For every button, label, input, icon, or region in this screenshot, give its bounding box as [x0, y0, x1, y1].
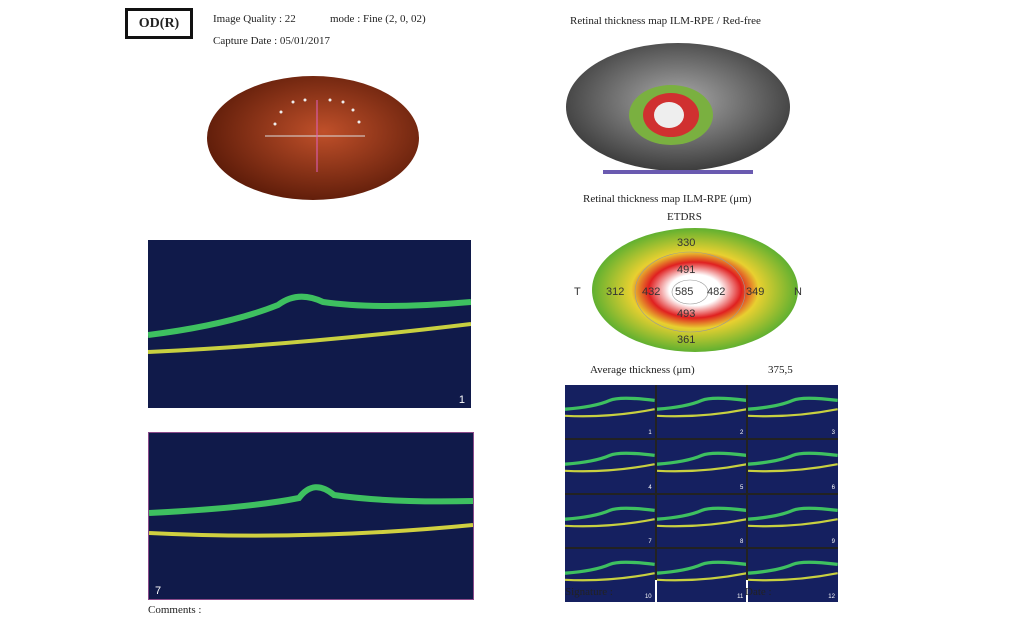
thumbnail-number: 3: [831, 429, 835, 436]
etdrs-temporal-inner: 432: [642, 286, 661, 298]
average-thickness-value: 375,5: [768, 364, 793, 376]
thumbnail-number: 2: [739, 429, 744, 436]
oct-scan-grid: 1 2 3 4 5 6 7 8 9 10 11 12: [564, 385, 839, 603]
thumbnail-number: 9: [831, 539, 835, 546]
average-thickness-label: Average thickness (μm): [590, 364, 695, 376]
date-label: Date :: [745, 586, 772, 598]
thumbnail-number: 12: [828, 594, 835, 601]
oct-thumbnail[interactable]: 6: [748, 439, 839, 493]
etdrs-center: 585: [675, 286, 694, 298]
signature-label: Signature :: [565, 586, 613, 598]
etdrs-inferior-outer: 361: [677, 334, 696, 346]
scan-number: 1: [458, 394, 465, 406]
oct-thumbnail[interactable]: 4: [564, 439, 655, 493]
redfree-thickness-map: [566, 43, 790, 174]
image-quality: Image Quality : 22: [213, 13, 296, 25]
oct-thumbnail[interactable]: 8: [656, 494, 747, 548]
nasal-label: N: [794, 286, 802, 298]
scan-mode: mode : Fine (2, 0, 02): [330, 13, 426, 25]
etdrs-title: ETDRS: [667, 211, 702, 223]
thumbnail-number: 1: [648, 429, 652, 436]
redfree-title: Retinal thickness map ILM-RPE / Red-free: [570, 15, 761, 27]
temporal-label: T: [574, 286, 581, 298]
thumbnail-number: 6: [831, 484, 835, 491]
oct-thumbnail[interactable]: 1: [564, 385, 655, 438]
etdrs-map: [592, 228, 798, 352]
oct-thumbnail[interactable]: 12: [748, 549, 839, 603]
thumbnail-number: 5: [739, 484, 744, 491]
thickness-map-title: Retinal thickness map ILM-RPE (μm): [583, 193, 752, 205]
etdrs-superior-inner: 491: [677, 264, 696, 276]
etdrs-temporal-outer: 312: [606, 286, 625, 298]
oct-scan-2: 7: [148, 432, 474, 600]
capture-date: Capture Date : 05/01/2017: [213, 35, 331, 47]
oct-scan-1: 1: [148, 240, 471, 408]
etdrs-nasal-outer: 349: [746, 286, 765, 298]
comments-label: Comments :: [148, 604, 202, 616]
thumbnail-number: 11: [737, 594, 744, 601]
thumbnail-number: 7: [648, 539, 652, 546]
scan-number: 7: [155, 585, 162, 597]
oct-thumbnail[interactable]: 11: [656, 549, 747, 603]
etdrs-superior-outer: 330: [677, 237, 696, 249]
oct-thumbnail[interactable]: 3: [748, 385, 839, 438]
oct-thumbnail[interactable]: 9: [748, 494, 839, 548]
oct-thumbnail[interactable]: 7: [564, 494, 655, 548]
thumbnail-number: 4: [648, 484, 652, 491]
fundus-image: [207, 76, 419, 200]
eye-label: OD(R): [125, 8, 193, 39]
thumbnail-number: 8: [739, 539, 744, 546]
etdrs-nasal-inner: 482: [707, 286, 726, 298]
etdrs-inferior-inner: 493: [677, 308, 696, 320]
oct-thumbnail[interactable]: 5: [656, 439, 747, 493]
oct-thumbnail[interactable]: 10: [564, 549, 655, 603]
thumbnail-number: 10: [644, 594, 652, 601]
oct-thumbnail[interactable]: 2: [656, 385, 747, 438]
